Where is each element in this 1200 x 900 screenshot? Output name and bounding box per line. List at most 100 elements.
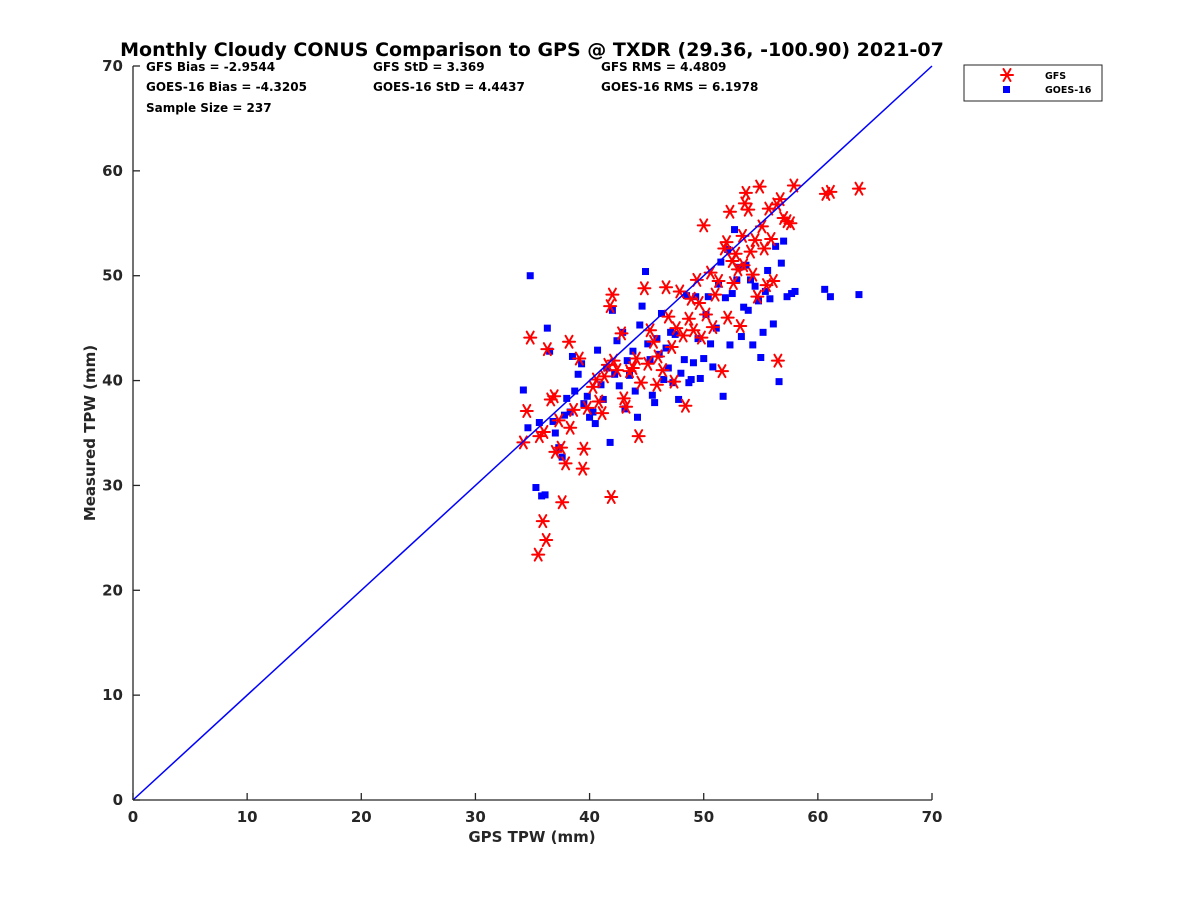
goes-std-text: GOES-16 StD = 4.4437	[373, 80, 525, 94]
gfs-point	[603, 299, 618, 314]
goes16-point	[783, 293, 791, 301]
goes16-point	[761, 287, 769, 295]
goes16-point	[524, 424, 532, 432]
gfs-point	[752, 179, 767, 194]
goes16-point	[532, 484, 540, 492]
gfs-point	[535, 514, 550, 529]
goes16-point	[683, 292, 691, 300]
gfs-point	[736, 258, 751, 273]
goes16-point	[651, 399, 659, 407]
goes16-point	[574, 370, 582, 378]
goes16-point	[717, 258, 725, 266]
one-to-one-line	[132, 65, 933, 801]
y-axis-title: Measured TPW (mm)	[81, 345, 99, 521]
goes16-point	[613, 337, 621, 345]
gfs-point	[597, 369, 612, 384]
goes16-point	[599, 395, 607, 403]
goes16-point	[733, 276, 741, 284]
gfs-point	[664, 340, 679, 355]
series-layer	[516, 178, 866, 562]
goes16-point	[731, 226, 739, 234]
gfs-point	[786, 178, 801, 193]
goes16-point	[791, 287, 799, 295]
goes16-point	[657, 309, 665, 317]
goes16-point	[591, 420, 599, 428]
goes16-point	[648, 391, 656, 399]
goes16-point	[660, 376, 668, 384]
goes16-point	[667, 328, 675, 336]
goes16-point	[772, 242, 780, 250]
goes16-point	[583, 392, 591, 400]
goes16-point	[728, 290, 736, 298]
goes16-point	[594, 346, 602, 354]
gfs-point	[661, 309, 676, 324]
x-tick-label: 70	[922, 808, 943, 826]
gfs-point	[681, 311, 696, 326]
gfs-point	[554, 440, 569, 455]
chart-title: Monthly Cloudy CONUS Comparison to GPS @…	[120, 39, 944, 61]
gfs-point	[711, 273, 726, 288]
x-tick-label: 10	[237, 808, 258, 826]
y-tick-label: 10	[102, 686, 123, 704]
goes16-point	[719, 392, 727, 400]
goes16-point	[694, 335, 702, 343]
gfs-point	[580, 400, 595, 415]
goes16-point	[757, 354, 765, 362]
goes16-point	[704, 293, 712, 301]
gfs-point	[770, 353, 785, 368]
gfs-point	[539, 532, 554, 547]
gfs-point	[686, 323, 701, 338]
goes16-point	[634, 413, 642, 421]
gfs-point	[523, 330, 538, 345]
reference-line-layer	[132, 65, 933, 801]
goes16-point	[589, 408, 597, 416]
y-tick-label: 60	[102, 162, 123, 180]
x-tick-label: 50	[693, 808, 714, 826]
gfs-point	[720, 310, 735, 325]
gfs-point	[717, 241, 732, 256]
gfs-point	[575, 461, 590, 476]
y-tick-label: 0	[113, 791, 123, 809]
goes16-point	[549, 417, 557, 425]
goes16-point	[541, 491, 549, 499]
axes-layer	[132, 66, 932, 801]
goes16-point	[696, 374, 704, 382]
goes16-point	[560, 411, 568, 419]
gfs-point	[551, 413, 566, 428]
gfs-bias-text: GFS Bias = -2.9544	[146, 60, 275, 74]
goes16-point	[675, 395, 683, 403]
goes16-point	[687, 376, 695, 384]
goes16-point	[707, 340, 715, 348]
goes16-point	[653, 335, 661, 343]
goes16-point	[759, 328, 767, 336]
goes16-point	[671, 330, 679, 338]
goes16-point	[662, 344, 670, 352]
goes16-point	[737, 333, 745, 341]
gfs-point	[692, 295, 707, 310]
legend-goes-marker	[1003, 86, 1010, 93]
legend-goes-label: GOES-16	[1045, 85, 1092, 96]
gfs-point	[757, 241, 772, 256]
gfs-point	[714, 364, 729, 379]
goes16-point	[626, 371, 634, 379]
gfs-point	[733, 319, 748, 334]
y-tick-label: 70	[102, 57, 123, 75]
goes-bias-text: GOES-16 Bias = -4.3205	[146, 80, 307, 94]
gfs-point	[625, 360, 640, 375]
gfs-point	[558, 456, 573, 471]
gfs-point	[540, 342, 555, 357]
gfs-point	[708, 287, 723, 302]
gfs-rms-text: GFS RMS = 4.4809	[601, 60, 726, 74]
goes16-point	[631, 387, 639, 395]
goes16-point	[744, 306, 752, 314]
goes16-point	[755, 297, 763, 305]
gfs-point	[655, 363, 670, 378]
goes16-point	[766, 295, 774, 303]
goes16-point	[563, 394, 571, 402]
gfs-point	[604, 489, 619, 504]
goes16-point	[535, 419, 543, 427]
goes16-point	[597, 381, 605, 389]
gfs-std-text: GFS StD = 3.369	[373, 60, 485, 74]
gfs-point	[738, 185, 753, 200]
gfs-point	[783, 216, 798, 231]
